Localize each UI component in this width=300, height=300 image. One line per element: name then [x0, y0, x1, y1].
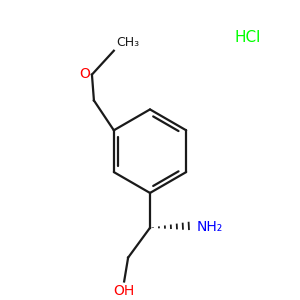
Text: OH: OH: [113, 284, 135, 298]
Text: CH₃: CH₃: [116, 36, 139, 49]
Text: O: O: [80, 67, 90, 81]
Text: HCl: HCl: [234, 30, 261, 45]
Text: NH₂: NH₂: [196, 220, 223, 234]
